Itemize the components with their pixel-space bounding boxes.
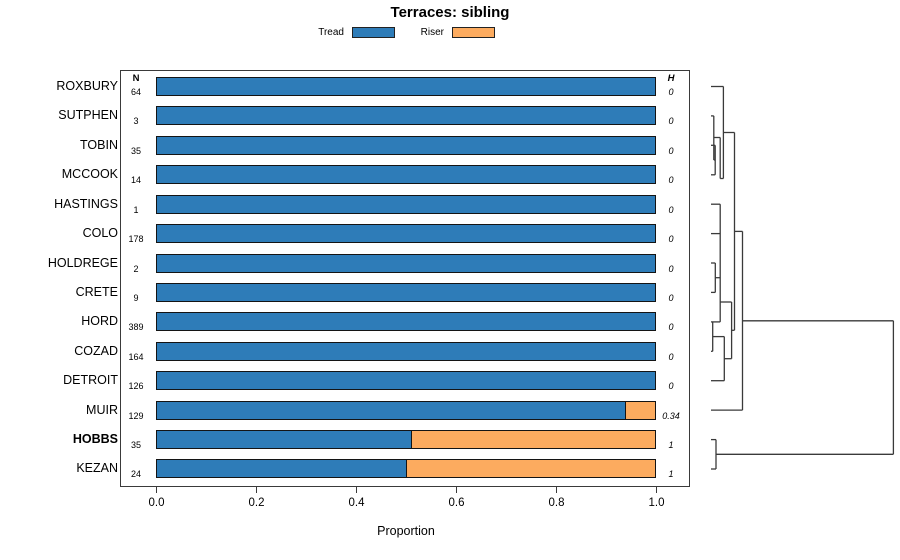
n-value: 129 xyxy=(128,410,144,421)
chart-title: Terraces: sibling xyxy=(390,4,510,21)
h-value: 0 xyxy=(668,145,674,156)
tread-segment xyxy=(157,313,655,331)
tread-segment xyxy=(157,136,655,154)
category-label: SUTPHEN xyxy=(58,108,118,123)
column-header-n: N xyxy=(132,73,140,84)
category-label: HASTINGS xyxy=(54,196,118,211)
x-tick-label: 0.6 xyxy=(448,497,465,509)
h-value: 0.34 xyxy=(662,410,680,421)
legend-label-riser: Riser xyxy=(420,27,444,38)
h-value: 0 xyxy=(668,263,674,274)
plot-panel-border xyxy=(120,70,690,487)
category-label: DETROIT xyxy=(63,373,118,388)
n-value: 1 xyxy=(133,204,139,215)
riser-segment xyxy=(625,401,655,419)
stacked-bar xyxy=(156,400,656,420)
category-label: COLO xyxy=(82,226,118,241)
x-tick-mark xyxy=(556,487,558,493)
riser-segment xyxy=(406,460,655,478)
x-tick-label: 0.2 xyxy=(248,497,265,509)
n-value: 389 xyxy=(128,322,144,333)
n-value: 2 xyxy=(133,263,139,274)
h-value: 0 xyxy=(668,234,674,245)
tread-segment xyxy=(157,254,655,272)
n-value: 14 xyxy=(130,175,141,186)
tread-segment xyxy=(157,225,655,243)
stacked-bar xyxy=(156,430,656,450)
category-label: CRETE xyxy=(75,284,118,299)
x-tick-label: 0.4 xyxy=(348,497,365,509)
x-tick-mark xyxy=(456,487,458,493)
n-value: 3 xyxy=(133,116,139,127)
category-label: HORD xyxy=(81,314,118,329)
stacked-bar xyxy=(156,341,656,361)
x-tick-label: 0.0 xyxy=(148,497,165,509)
stacked-bar xyxy=(156,106,656,126)
category-label: TOBIN xyxy=(80,137,118,152)
x-tick-label: 0.8 xyxy=(548,497,565,509)
tread-segment xyxy=(157,431,411,449)
tread-segment xyxy=(157,166,655,184)
legend-label-tread: Tread xyxy=(318,27,344,38)
x-tick-mark xyxy=(656,487,658,493)
legend-key-riser-swatch xyxy=(452,27,495,38)
tread-segment xyxy=(157,342,655,360)
riser-segment xyxy=(410,431,655,449)
stacked-bar xyxy=(156,224,656,244)
stacked-bar xyxy=(156,135,656,155)
h-value: 1 xyxy=(668,440,674,451)
tread-segment xyxy=(157,107,655,125)
x-tick-label: 1.0 xyxy=(648,497,665,509)
legend-key-tread-swatch xyxy=(352,27,395,38)
h-value: 0 xyxy=(668,322,674,333)
category-label: KEZAN xyxy=(76,461,118,476)
stacked-bar xyxy=(156,77,656,96)
x-tick-mark xyxy=(156,487,158,493)
x-tick-mark xyxy=(256,487,258,493)
category-label: HOBBS xyxy=(72,432,118,447)
tread-segment xyxy=(157,460,406,478)
x-tick-mark xyxy=(356,487,358,493)
n-value: 35 xyxy=(130,145,141,156)
h-value: 0 xyxy=(668,116,674,127)
category-label: MCCOOK xyxy=(61,167,118,182)
n-value: 164 xyxy=(128,351,144,362)
category-label: MUIR xyxy=(86,402,118,417)
n-value: 64 xyxy=(130,87,141,97)
stacked-bar xyxy=(156,253,656,273)
h-value: 0 xyxy=(668,204,674,215)
n-value: 24 xyxy=(130,469,141,480)
category-label: HOLDREGE xyxy=(47,255,118,270)
n-value: 9 xyxy=(133,292,139,303)
h-value: 0 xyxy=(668,292,674,303)
category-label: COZAD xyxy=(74,343,118,358)
tread-segment xyxy=(157,283,655,301)
tread-segment xyxy=(157,372,655,390)
stacked-bar xyxy=(156,371,656,391)
column-header-h: H xyxy=(667,73,675,84)
tread-segment xyxy=(157,195,655,213)
h-value: 0 xyxy=(668,175,674,186)
h-value: 0 xyxy=(668,87,674,97)
tread-segment xyxy=(157,401,626,419)
h-value: 0 xyxy=(668,381,674,392)
stacked-bar xyxy=(156,312,656,332)
category-label: ROXBURY xyxy=(56,79,118,93)
tread-segment xyxy=(157,78,655,95)
n-value: 178 xyxy=(128,234,144,245)
n-value: 126 xyxy=(128,381,144,392)
h-value: 0 xyxy=(668,351,674,362)
x-axis-title: Proportion xyxy=(377,524,435,538)
n-value: 35 xyxy=(130,440,141,451)
stacked-bar xyxy=(156,459,656,479)
stacked-bar xyxy=(156,194,656,214)
stacked-bar xyxy=(156,282,656,302)
h-value: 1 xyxy=(668,469,674,480)
stacked-bar xyxy=(156,165,656,185)
